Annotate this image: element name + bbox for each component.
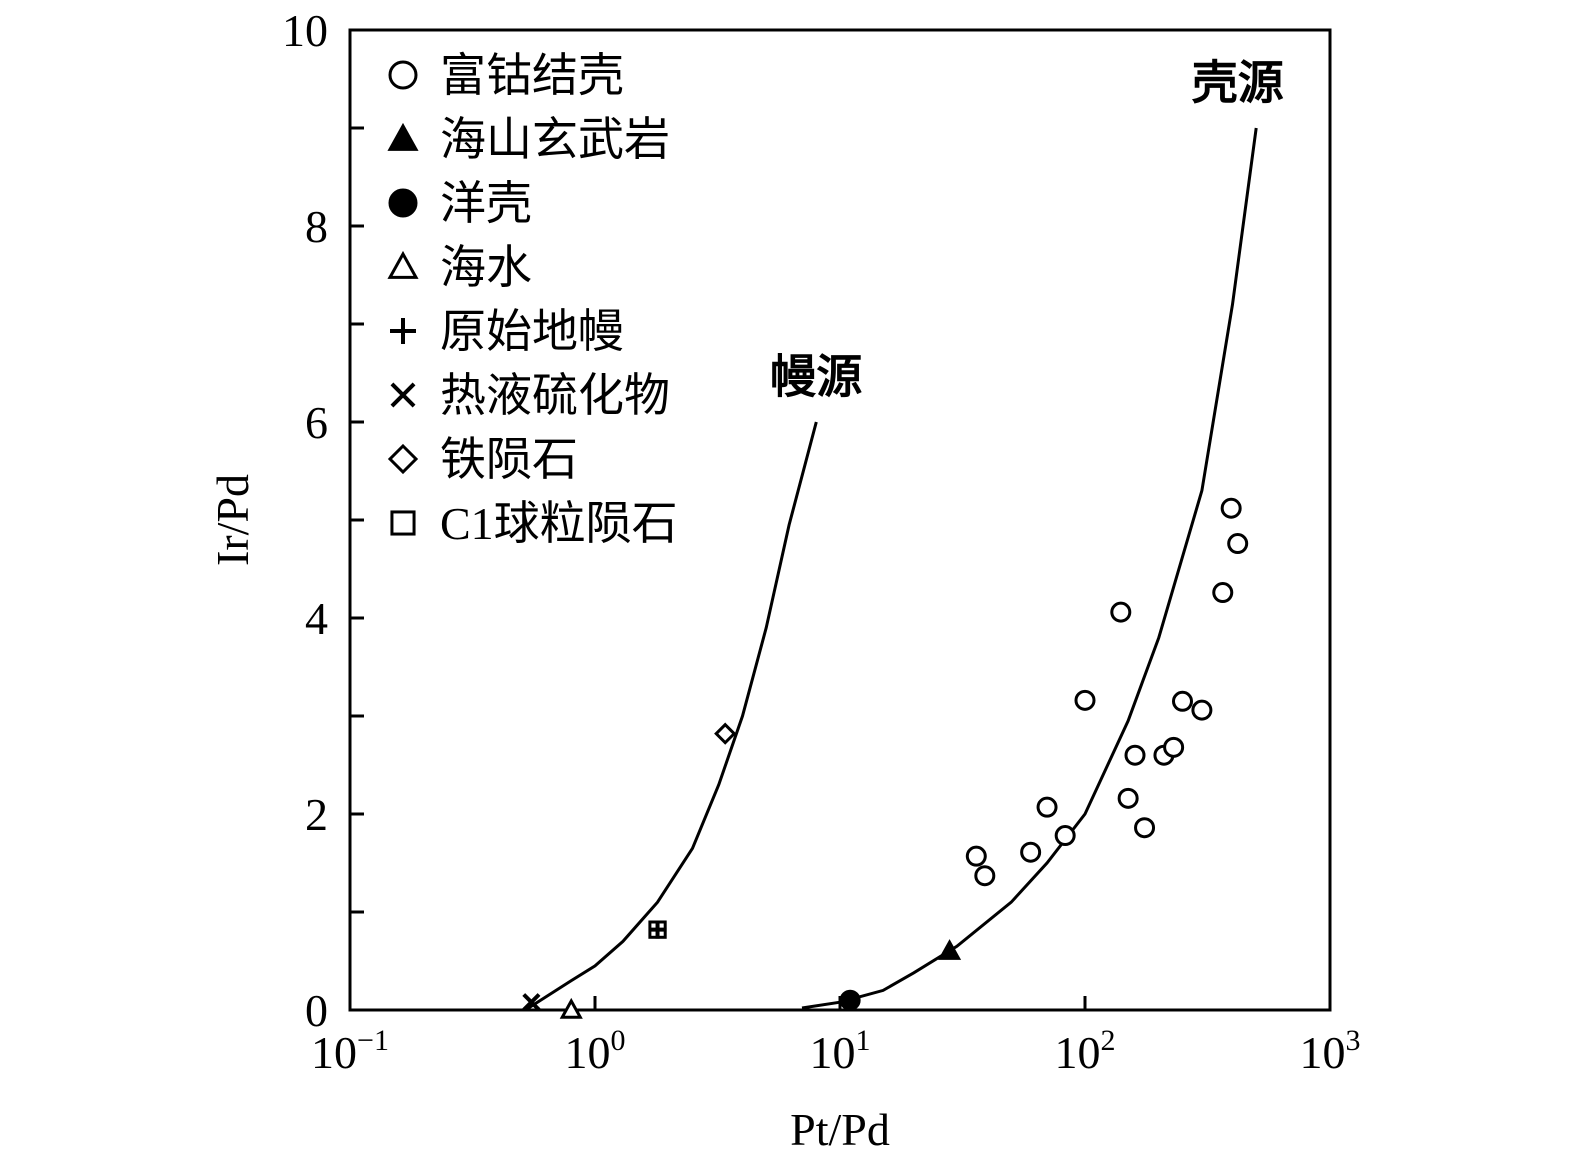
data-point [522,993,541,1012]
x-tick-label: 101 [810,1024,871,1078]
legend-label: 热液硫化物 [440,370,670,421]
data-point [1020,841,1042,863]
data-point [388,60,418,90]
x-tick-label: 100 [565,1024,626,1078]
y-tick-label: 0 [305,985,328,1036]
data-point [974,865,996,887]
curve-label: 幔源 [770,352,862,403]
y-tick-label: 6 [305,397,328,448]
y-tick-label: 2 [305,789,328,840]
y-tick-label: 8 [305,201,328,252]
data-point [1124,744,1146,766]
legend-label: 铁陨石 [440,434,578,485]
legend-label: C1球粒陨石 [440,498,678,549]
x-tick-label: 10−1 [311,1024,389,1078]
legend-label: 洋壳 [440,178,532,229]
x-axis-ticks: 10−1 100 101 102 103 [311,996,1361,1078]
data-point [1110,601,1132,623]
data-point [839,989,861,1011]
curve-line [524,421,818,1012]
data-point [390,382,416,408]
data-point [1191,699,1213,721]
data-point [648,920,667,939]
data-point [1134,817,1156,839]
data-point [1171,690,1193,712]
legend-label: 富钴结壳 [440,50,624,101]
data-point [965,845,987,867]
data-point [714,722,737,745]
data-point [1054,825,1076,847]
data-point [1227,533,1249,555]
data-point [1212,582,1234,604]
curve-annotations: 幔源 壳源 [770,58,1283,403]
data-point [387,122,419,151]
data-point [387,443,419,475]
data-point [1220,497,1242,519]
data-point [1074,689,1096,711]
y-tick-label: 10 [282,5,328,56]
legend-label: 海水 [440,242,532,293]
y-tick-label: 4 [305,593,328,644]
data-point [390,510,416,536]
legend-label: 原始地幔 [440,306,624,357]
reference-curves [524,127,1258,1012]
x-tick-label: 103 [1300,1024,1361,1078]
y-axis-label: Ir/Pd [207,474,258,566]
y-axis-ticks: 0 2 4 6 8 10 [282,5,364,1036]
data-point [938,939,962,960]
data-point [390,318,416,344]
data-point [388,188,418,218]
data-points [522,497,1249,1019]
legend-label: 海山玄武岩 [440,114,670,165]
data-point [559,997,583,1019]
curve-label: 壳源 [1192,58,1284,109]
data-point [387,250,419,279]
data-point [1117,787,1139,809]
curve-line [801,127,1258,1010]
data-point [1036,796,1058,818]
data-point [1163,736,1185,758]
x-tick-label: 102 [1055,1024,1116,1078]
x-axis-label: Pt/Pd [790,1104,890,1155]
